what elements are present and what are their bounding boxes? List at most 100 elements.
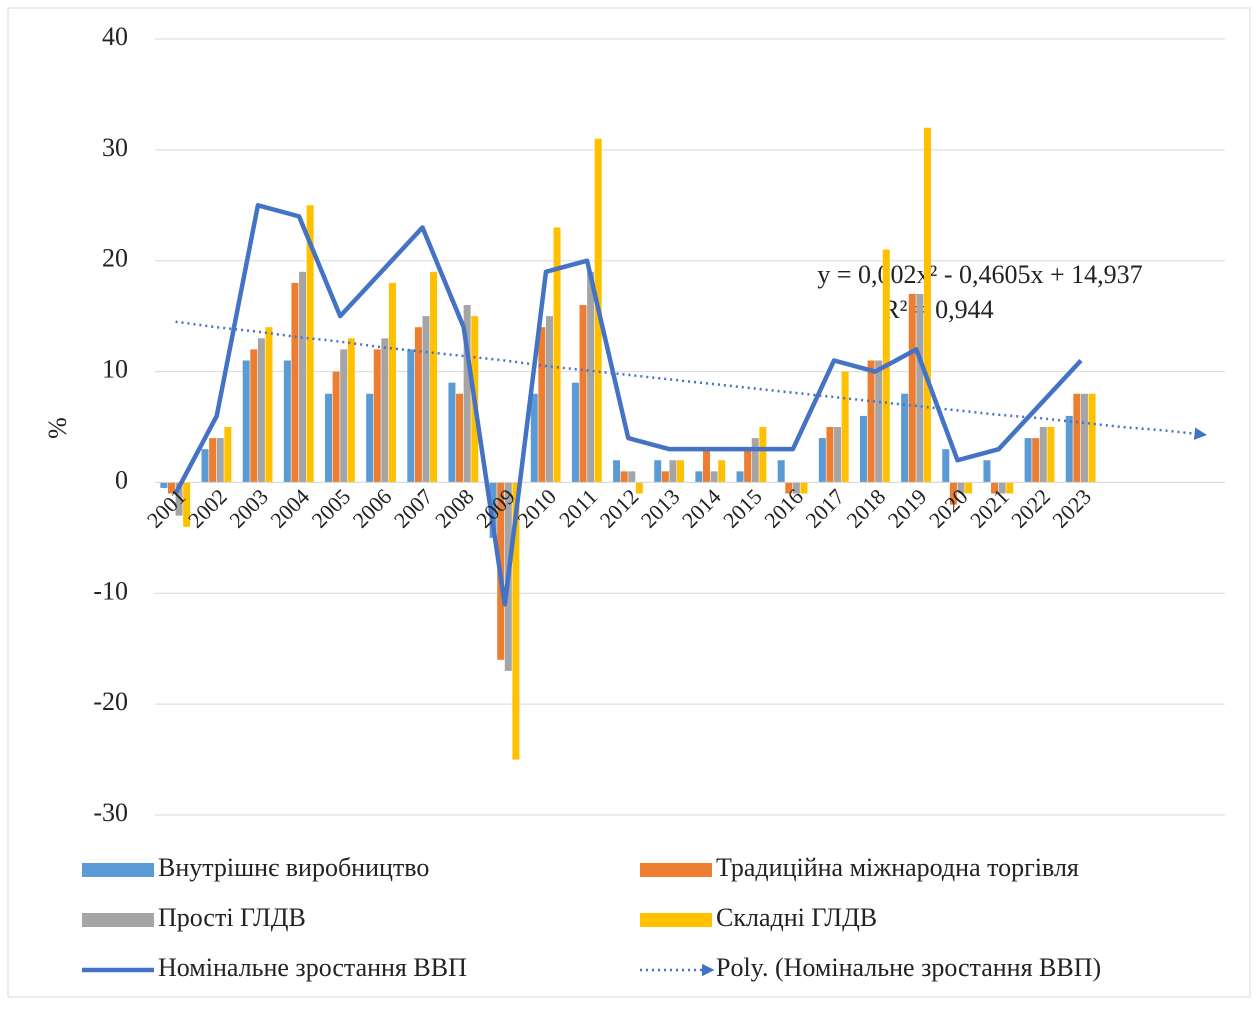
bar bbox=[859, 415, 867, 483]
bar bbox=[340, 349, 348, 483]
bar bbox=[430, 271, 438, 483]
bar bbox=[710, 471, 718, 483]
bar bbox=[751, 438, 759, 483]
bar bbox=[414, 327, 422, 483]
legend-label: Номінальне зростання ВВП bbox=[158, 953, 467, 982]
y-tick-label: 0 bbox=[115, 465, 128, 494]
bar bbox=[702, 449, 710, 483]
bar bbox=[841, 371, 849, 483]
bar bbox=[456, 393, 464, 483]
bar bbox=[654, 460, 662, 483]
line bbox=[173, 203, 1083, 607]
bar bbox=[744, 449, 752, 483]
bar bbox=[1065, 415, 1073, 483]
bar bbox=[347, 338, 355, 483]
bar bbox=[538, 327, 546, 483]
bar bbox=[571, 382, 579, 483]
bar bbox=[785, 482, 793, 494]
bar bbox=[965, 482, 973, 494]
legend-swatch bbox=[640, 863, 712, 877]
bar bbox=[224, 427, 232, 483]
bar bbox=[265, 327, 273, 483]
bar bbox=[167, 482, 175, 494]
bar bbox=[553, 227, 561, 483]
bar bbox=[875, 360, 883, 483]
legend-swatch bbox=[82, 913, 154, 927]
chart-frame bbox=[7, 7, 1251, 998]
bar bbox=[1024, 438, 1032, 483]
bar bbox=[1039, 427, 1047, 483]
bar bbox=[669, 460, 677, 483]
bar bbox=[759, 427, 767, 483]
bar bbox=[620, 471, 628, 483]
bar bbox=[916, 293, 924, 483]
y-tick-label: 30 bbox=[102, 133, 128, 162]
bar bbox=[1088, 393, 1096, 483]
legend-label: Складні ГЛДВ bbox=[716, 903, 877, 932]
y-tick-label: -30 bbox=[93, 798, 128, 827]
legend-label: Традиційна міжнародна торгівля bbox=[716, 853, 1079, 882]
trend-line bbox=[175, 320, 1207, 440]
bar bbox=[800, 482, 808, 494]
bar bbox=[283, 360, 291, 483]
y-tick-label: 20 bbox=[102, 244, 128, 273]
bar bbox=[949, 482, 957, 505]
bar bbox=[1073, 393, 1081, 483]
bar bbox=[942, 449, 950, 483]
bar bbox=[242, 360, 250, 483]
bar bbox=[489, 482, 497, 538]
bar bbox=[901, 393, 909, 483]
bar bbox=[201, 449, 209, 483]
bar bbox=[695, 471, 703, 483]
bar bbox=[306, 205, 314, 483]
bar bbox=[512, 482, 520, 760]
bar bbox=[579, 305, 587, 483]
bar bbox=[463, 305, 471, 483]
y-tick-label: 10 bbox=[102, 355, 128, 384]
bar bbox=[299, 271, 307, 483]
bar bbox=[373, 349, 381, 483]
bar bbox=[677, 460, 685, 483]
bar bbox=[613, 460, 621, 483]
legend-label: Внутрішнє виробництво bbox=[158, 853, 429, 882]
legend-label: Poly. (Номінальне зростання ВВП) bbox=[716, 953, 1101, 982]
bar bbox=[923, 127, 931, 483]
bar bbox=[381, 338, 389, 483]
bar bbox=[175, 482, 183, 516]
bar bbox=[991, 482, 999, 494]
bar bbox=[818, 438, 826, 483]
bar bbox=[407, 349, 415, 483]
bar bbox=[530, 393, 538, 483]
bar bbox=[957, 482, 965, 494]
bar bbox=[736, 471, 744, 483]
bar bbox=[998, 482, 1006, 494]
bar bbox=[826, 427, 834, 483]
bar bbox=[867, 360, 875, 483]
bar bbox=[216, 438, 224, 483]
bar bbox=[160, 482, 168, 488]
bar bbox=[545, 316, 553, 483]
annotation: R² = 0,944 bbox=[882, 295, 993, 324]
bar bbox=[718, 460, 726, 483]
y-axis-label: % bbox=[43, 417, 72, 439]
legend-swatch bbox=[640, 913, 712, 927]
bar bbox=[183, 482, 191, 527]
annotation: y = 0,002x² - 0,4605x + 14,937 bbox=[817, 260, 1142, 289]
bar bbox=[777, 460, 785, 483]
bar bbox=[291, 282, 299, 483]
y-tick-label: -20 bbox=[93, 687, 128, 716]
bar bbox=[388, 282, 396, 483]
bar bbox=[366, 393, 374, 483]
bar bbox=[448, 382, 456, 483]
bar bbox=[587, 271, 595, 483]
bar bbox=[332, 371, 340, 483]
bar bbox=[250, 349, 258, 483]
legend-swatch bbox=[82, 863, 154, 877]
bar bbox=[324, 393, 332, 483]
bar bbox=[209, 438, 217, 483]
bar bbox=[1047, 427, 1055, 483]
bar bbox=[661, 471, 669, 483]
bar bbox=[422, 316, 430, 483]
bar bbox=[834, 427, 842, 483]
